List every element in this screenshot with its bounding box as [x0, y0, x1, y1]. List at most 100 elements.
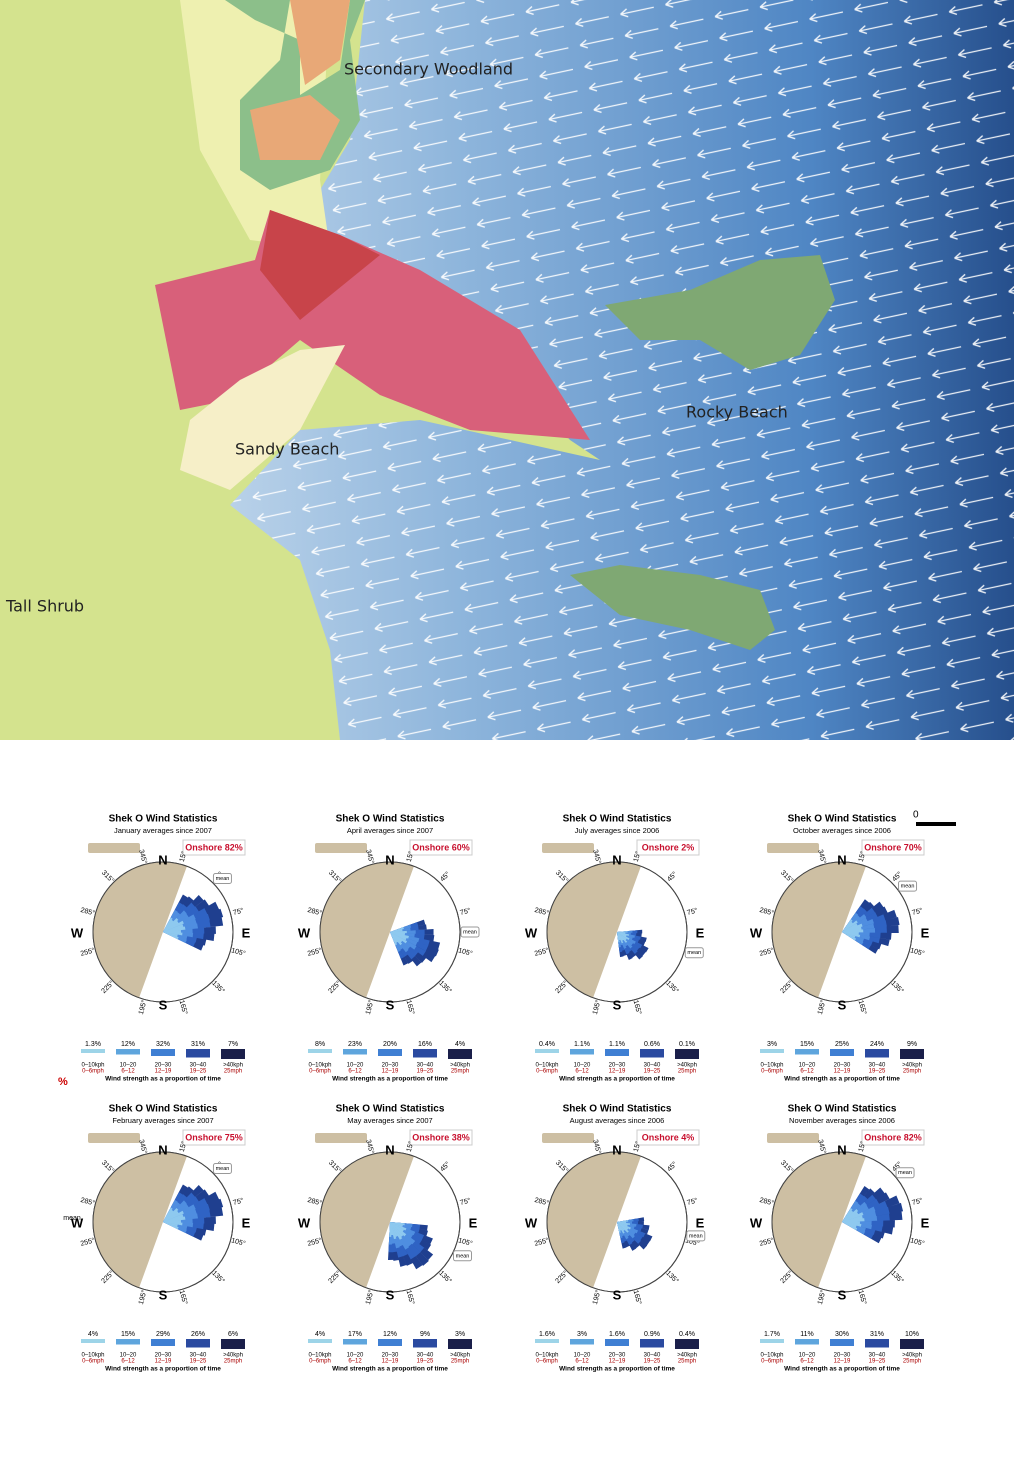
compass-label: W — [750, 925, 763, 940]
bearing-label: 15° — [405, 850, 416, 862]
bearing-label: 75° — [459, 1196, 471, 1207]
map-label: Sandy Beach — [235, 440, 339, 459]
bearing-label: 195° — [591, 999, 603, 1015]
panel-subtitle: January averages since 2007 — [114, 826, 212, 835]
panel-title: Shek O Wind Statistics — [109, 814, 218, 825]
bearing-label: 15° — [632, 1140, 643, 1152]
bearing-label: 345° — [591, 849, 603, 865]
legend-swatch — [186, 1049, 210, 1058]
kph-label: 20–30 — [834, 1063, 851, 1069]
bearing-label: 195° — [364, 999, 376, 1015]
rose-outline — [92, 861, 234, 1003]
share-label: 17% — [348, 1331, 362, 1338]
mph-label: 6–12 — [121, 1359, 135, 1365]
map: Secondary Woodland Rocky Beach Sandy Bea… — [0, 0, 1014, 740]
kph-label: >40kph — [450, 1353, 470, 1359]
onshore: Onshore 2% — [642, 842, 695, 852]
bearing-label: 135° — [664, 979, 680, 995]
scale-label: 0 — [913, 810, 919, 821]
mph-label: 12–19 — [834, 1359, 851, 1365]
bearing-label: 345° — [137, 1139, 149, 1155]
mph-label: 0–6mph — [82, 1069, 104, 1075]
bearing-label: 345° — [591, 1139, 603, 1155]
bearing-label: 45° — [438, 1160, 451, 1173]
bearing-label: 45° — [438, 870, 451, 883]
onshore-box — [636, 839, 700, 856]
kph-label: 20–30 — [382, 1063, 399, 1069]
bearing-label: 15° — [405, 1140, 416, 1152]
rose-band — [163, 1207, 186, 1230]
bearing-label: 15° — [632, 850, 643, 862]
bearing-label: 135° — [889, 979, 905, 995]
share-label: 0.1% — [679, 1041, 695, 1048]
bearing-label: 255° — [307, 1236, 323, 1248]
legend-swatch — [640, 1049, 664, 1058]
compass-label: E — [696, 925, 705, 940]
legend-swatch — [221, 1049, 245, 1059]
compass-label: S — [613, 1287, 622, 1302]
beach-key — [88, 1133, 140, 1143]
kph-label: 10–20 — [347, 1063, 364, 1069]
mean-box — [898, 880, 918, 892]
share-label: 1.6% — [609, 1331, 625, 1338]
bearing-label: 75° — [232, 906, 244, 917]
bearing-label: 105° — [684, 1236, 700, 1248]
bearing-label: 285° — [534, 906, 550, 918]
legend-caption: Wind strength as a proportion of time — [784, 1366, 900, 1373]
compass-label: S — [613, 997, 622, 1012]
mph-label: 12–19 — [834, 1069, 851, 1075]
share-label: 23% — [348, 1041, 362, 1048]
rose-band — [163, 917, 186, 940]
compass-label: S — [159, 1287, 168, 1302]
mph-label: 19–25 — [190, 1359, 207, 1365]
compass-label: E — [696, 1215, 705, 1230]
bearing-label: 165° — [632, 999, 644, 1015]
rose-band — [389, 1222, 407, 1240]
share-label: 3% — [767, 1041, 777, 1048]
legend-swatch — [413, 1339, 437, 1348]
share-label: 0.4% — [539, 1041, 555, 1048]
rose-outline — [771, 861, 913, 1003]
legend-caption: Wind strength as a proportion of time — [332, 1076, 448, 1083]
beach-sector — [772, 1152, 866, 1288]
compass-label: N — [158, 852, 167, 867]
compass-label: N — [612, 852, 621, 867]
legend-swatch — [900, 1049, 924, 1059]
kph-label: 20–30 — [609, 1353, 626, 1359]
beach-key — [88, 843, 140, 853]
kph-label: 10–20 — [120, 1063, 137, 1069]
compass-label: W — [525, 925, 538, 940]
share-label: 29% — [156, 1331, 170, 1338]
legend-swatch — [343, 1339, 367, 1345]
mph-label: 6–12 — [800, 1359, 814, 1365]
kph-label: 20–30 — [155, 1353, 172, 1359]
kph-label: 10–20 — [574, 1063, 591, 1069]
compass-label: S — [159, 997, 168, 1012]
kph-label: 0–10kph — [81, 1063, 104, 1069]
map-label: Tall Shrub — [5, 597, 84, 616]
beach-key — [315, 1133, 367, 1143]
mph-label: 19–25 — [417, 1069, 434, 1075]
onshore-box — [409, 1129, 473, 1146]
compass-label: W — [71, 1215, 84, 1230]
onshore-box — [636, 1129, 700, 1146]
share-label: 25% — [835, 1041, 849, 1048]
share-label: 3% — [577, 1331, 587, 1338]
mean-label: mean — [463, 929, 477, 935]
rose-band — [842, 1208, 865, 1231]
kph-label: 10–20 — [574, 1353, 591, 1359]
mean-box — [895, 1167, 915, 1179]
kph-label: 30–40 — [417, 1063, 434, 1069]
legend-swatch — [535, 1049, 559, 1053]
bearing-label: 345° — [137, 849, 149, 865]
onshore: Onshore 4% — [642, 1132, 695, 1142]
bearing-label: 285° — [307, 906, 323, 918]
kph-label: 30–40 — [644, 1063, 661, 1069]
share-label: 30% — [835, 1331, 849, 1338]
share-label: 15% — [121, 1331, 135, 1338]
mph-label: 25mph — [224, 1069, 242, 1075]
